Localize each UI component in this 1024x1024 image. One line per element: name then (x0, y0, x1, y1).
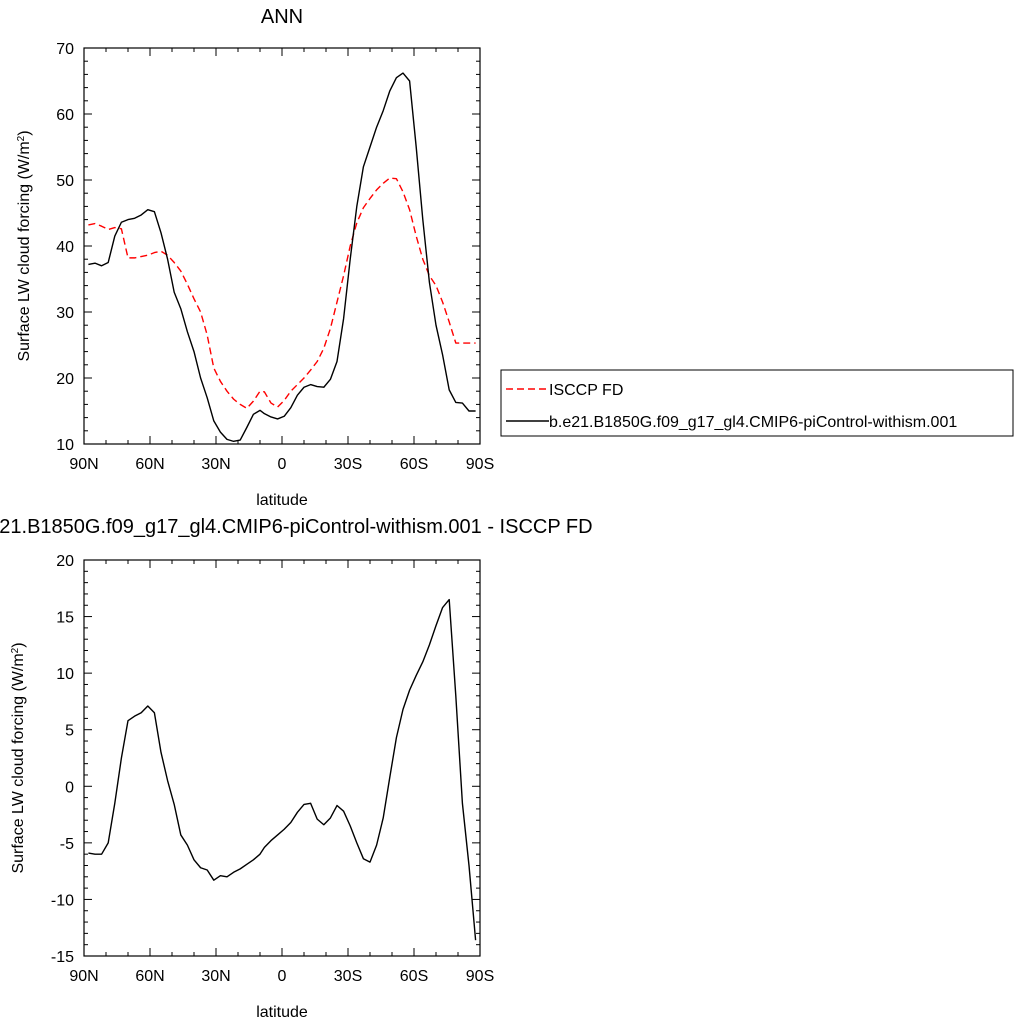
legend-box (500, 369, 1014, 437)
bottom-y-tick-label: 0 (65, 779, 74, 796)
top-x-tick-label: 0 (278, 456, 287, 473)
top-x-tick-label: 90N (69, 456, 98, 473)
bottom-x-tick-label: 90N (69, 968, 98, 985)
bottom-x-tick-label: 60S (400, 968, 428, 985)
top-y-tick-label: 60 (56, 107, 74, 124)
bottom-x-tick-label: 30S (334, 968, 362, 985)
legend: ISCCP FD b.e21.B1850G.f09_g17_gl4.CMIP6-… (500, 369, 1014, 437)
top-y-tick-label: 30 (56, 305, 74, 322)
top-x-tick-label: 60N (135, 456, 164, 473)
top-series-model-line (88, 72, 476, 443)
top-y-tick-label: 10 (56, 437, 74, 454)
top-x-axis-label: latitude (256, 492, 308, 509)
bottom-x-axis-label: latitude (256, 1004, 308, 1021)
top-y-tick-label: 20 (56, 371, 74, 388)
top-y-tick-label: 50 (56, 173, 74, 190)
bottom-y-tick-label: -15 (51, 949, 74, 966)
bottom-x-tick-label: 0 (278, 968, 287, 985)
top-y-axis-label: Surface LW cloud forcing (W/m2) (16, 130, 34, 361)
top-plot-frame (83, 47, 481, 445)
bottom-y-tick-label: 20 (56, 553, 74, 570)
top-x-tick-label: 60S (400, 456, 428, 473)
bottom-plot-frame (83, 559, 481, 957)
legend-label-model: b.e21.B1850G.f09_g17_gl4.CMIP6-piControl… (549, 414, 957, 431)
bottom-x-tick-label: 30N (201, 968, 230, 985)
top-chart-title: ANN (261, 6, 303, 28)
top-series-isccp-fd-line (88, 177, 476, 410)
top-x-tick-label: 90S (466, 456, 494, 473)
bottom-x-tick-label: 90S (466, 968, 494, 985)
bottom-y-tick-label: 10 (56, 666, 74, 683)
top-y-tick-label: 40 (56, 239, 74, 256)
bottom-x-tick-label: 60N (135, 968, 164, 985)
bottom-series-difference-line (88, 598, 477, 941)
bottom-chart-title: b.e21.B1850G.f09_g17_gl4.CMIP6-piControl… (0, 516, 593, 538)
bottom-y-tick-label: 5 (65, 723, 74, 740)
top-panel: ANN 90N 60N 30N 0 30S 60S 90S 10 20 30 40 50 60 70 la… (16, 6, 495, 509)
legend-label-isccp: ISCCP FD (549, 382, 623, 399)
bottom-y-tick-label: -5 (60, 836, 74, 853)
bottom-y-axis-label: Surface LW cloud forcing (W/m2) (10, 642, 28, 873)
top-x-tick-label: 30N (201, 456, 230, 473)
top-y-tick-label: 70 (56, 41, 74, 58)
bottom-panel: b.e21.B1850G.f09_g17_gl4.CMIP6-piControl… (0, 516, 593, 1021)
bottom-y-tick-label: -10 (51, 892, 74, 909)
top-x-tick-label: 30S (334, 456, 362, 473)
bottom-y-tick-label: 15 (56, 610, 74, 627)
